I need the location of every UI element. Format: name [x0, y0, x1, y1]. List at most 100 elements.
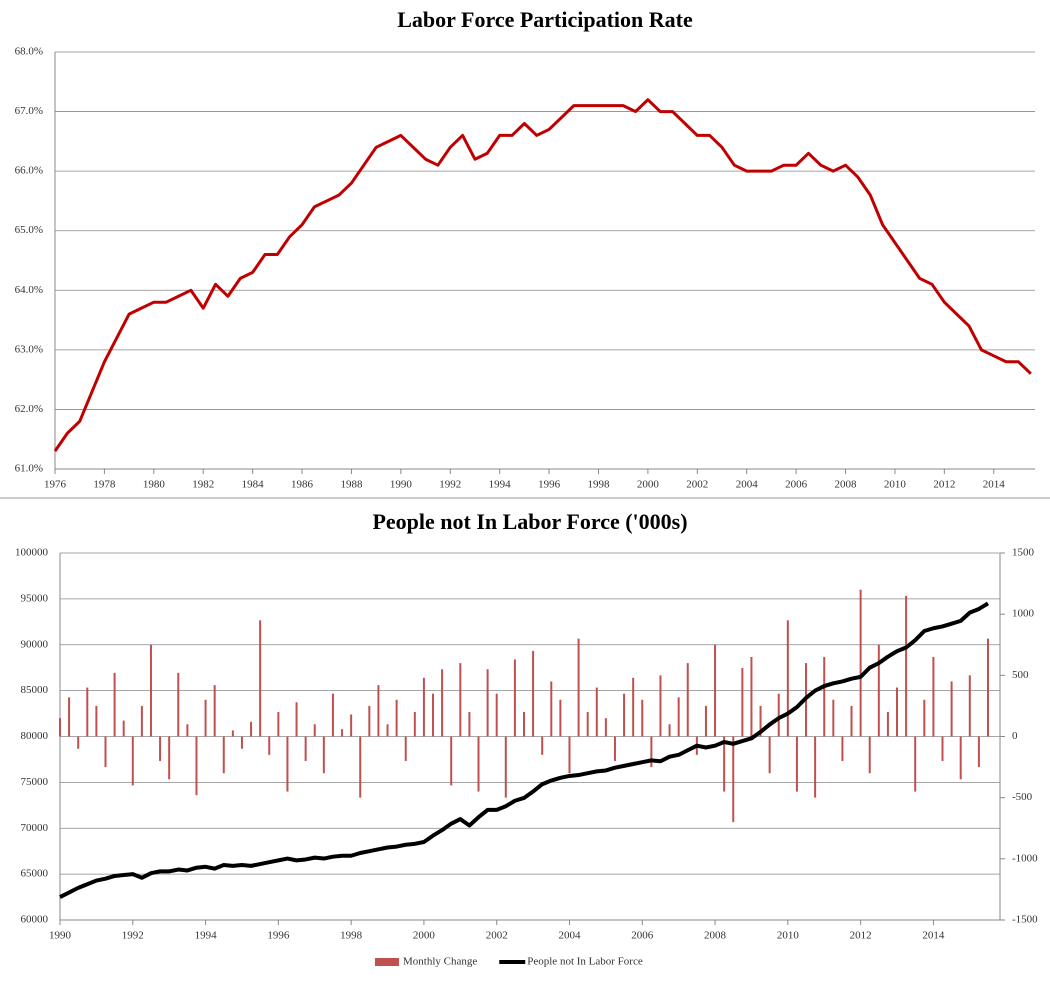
x-tick-label: 2006 [785, 479, 808, 491]
bar [859, 589, 862, 737]
bar [350, 714, 353, 737]
x-tick-label: 2004 [558, 930, 581, 942]
y-tick-label: 62.0% [15, 403, 43, 415]
x-tick-label: 2008 [704, 930, 727, 942]
bar [459, 663, 462, 737]
bar [759, 705, 762, 737]
bar [195, 736, 198, 796]
bar [513, 659, 516, 737]
bar [522, 712, 525, 737]
x-tick-label: 1980 [143, 479, 166, 491]
bar [595, 687, 598, 737]
x-tick-label: 1992 [122, 930, 144, 942]
y-tick-label: 65.0% [15, 224, 43, 236]
legend-label: Monthly Change [403, 956, 477, 968]
bar [140, 705, 143, 737]
bar [677, 697, 680, 737]
y-tick-label: 64.0% [15, 284, 43, 296]
bar [432, 693, 435, 737]
bar [777, 693, 780, 737]
bar [395, 699, 398, 737]
bar [786, 620, 789, 737]
x-tick-label: 2004 [736, 479, 759, 491]
bar [341, 729, 344, 737]
y-tick-label: 95000 [21, 592, 49, 604]
bar [77, 736, 80, 749]
bar [704, 705, 707, 737]
x-tick-label: 2010 [777, 930, 800, 942]
x-tick-label: 1976 [44, 479, 67, 491]
y-tick-label: 100000 [15, 547, 49, 559]
y-tick-label: 66.0% [15, 165, 43, 177]
x-tick-label: 2012 [933, 479, 955, 491]
y-tick-label: 60000 [21, 914, 49, 926]
bar [68, 697, 71, 737]
bar [331, 693, 334, 737]
legend-label: People not In Labor Force [527, 956, 643, 968]
bar [504, 736, 507, 798]
bar [532, 650, 535, 737]
bar [259, 620, 262, 737]
bar [541, 736, 544, 755]
x-tick-label: 2014 [922, 930, 945, 942]
bar [732, 736, 735, 823]
bar [559, 699, 562, 737]
bar [632, 677, 635, 737]
bar [886, 712, 889, 737]
x-tick-label: 1998 [587, 479, 610, 491]
x-tick-label: 1984 [242, 479, 265, 491]
bar [604, 718, 607, 737]
bar [422, 677, 425, 737]
x-tick-label: 2012 [850, 930, 872, 942]
y-tick-label: 80000 [21, 730, 49, 742]
bar [86, 687, 89, 737]
bar [877, 644, 880, 737]
x-tick-label: 2000 [413, 930, 436, 942]
bar [923, 699, 926, 737]
x-tick-label: 2002 [486, 930, 508, 942]
bar [277, 712, 280, 737]
y2-tick-label: -1000 [1012, 852, 1038, 864]
bar [222, 736, 225, 774]
bar [313, 724, 316, 737]
line-series [59, 601, 990, 899]
y2-tick-label: -500 [1012, 791, 1033, 803]
y2-tick-label: 1500 [1012, 547, 1035, 559]
line-series [53, 98, 1032, 452]
bar [896, 687, 899, 737]
bar [286, 736, 289, 792]
bar [986, 638, 989, 737]
bar [186, 724, 189, 737]
bar [113, 672, 116, 737]
bar [550, 681, 553, 737]
x-tick-label: 2008 [835, 479, 858, 491]
x-tick-label: 1996 [267, 930, 290, 942]
bar [495, 693, 498, 737]
bar [359, 736, 362, 798]
bar [977, 736, 980, 768]
x-tick-label: 1996 [538, 479, 561, 491]
x-tick-label: 2014 [983, 479, 1006, 491]
bar [122, 720, 125, 737]
bar [404, 736, 407, 761]
y-tick-label: 63.0% [15, 343, 43, 355]
x-tick-label: 1994 [489, 479, 512, 491]
y2-tick-label: 500 [1012, 669, 1029, 681]
y-tick-label: 70000 [21, 822, 49, 834]
bar [304, 736, 307, 761]
bar [613, 736, 616, 761]
bar [568, 736, 571, 774]
x-tick-label: 1990 [49, 930, 72, 942]
x-tick-label: 1998 [340, 930, 363, 942]
bar [750, 656, 753, 737]
bar [814, 736, 817, 798]
y2-tick-label: -1500 [1012, 914, 1038, 926]
bar [932, 656, 935, 737]
bar [832, 699, 835, 737]
x-tick-label: 1986 [291, 479, 314, 491]
x-tick-label: 1990 [390, 479, 413, 491]
bar [149, 644, 152, 737]
